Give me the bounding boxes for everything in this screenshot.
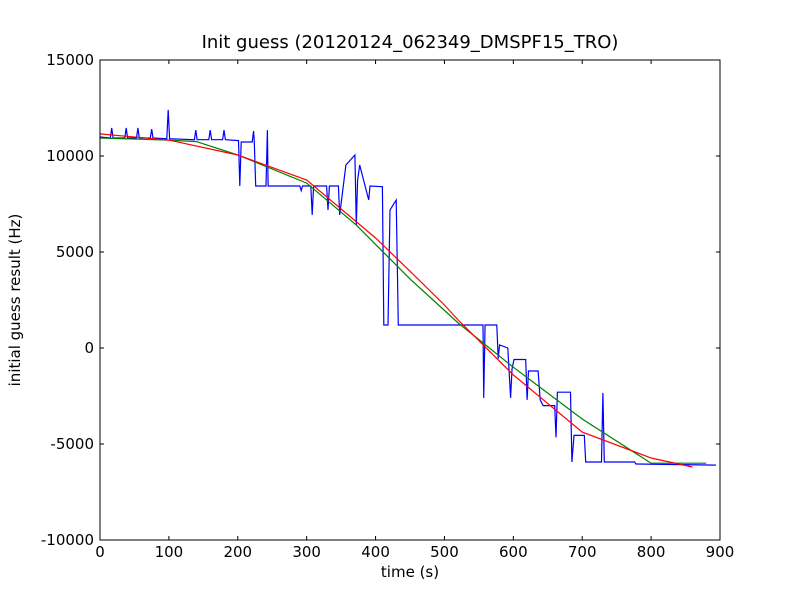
y-tick-label: 10000 (46, 147, 94, 165)
data-line (99, 137, 707, 464)
x-tick-label: 0 (95, 543, 105, 561)
y-tick-label: -10000 (41, 531, 94, 549)
x-tick-label: 600 (499, 543, 528, 561)
x-tick-label: 400 (361, 543, 390, 561)
y-tick-label: 0 (84, 339, 94, 357)
x-tick-label: 900 (706, 543, 735, 561)
x-tick-label: 300 (292, 543, 321, 561)
x-tick-label: 100 (155, 543, 184, 561)
data-line (99, 109, 716, 466)
x-axis-label: time (s) (381, 563, 439, 581)
x-tick-label: 500 (430, 543, 459, 561)
chart-title: Init guess (20120124_062349_DMSPF15_TRO) (202, 32, 619, 53)
data-line (99, 133, 693, 468)
y-tick-label: -5000 (50, 435, 94, 453)
x-tick-label: 700 (568, 543, 597, 561)
x-tick-label: 200 (223, 543, 252, 561)
y-axis-label: initial guess result (Hz) (6, 214, 24, 387)
y-tick-label: 5000 (56, 243, 94, 261)
plot-frame (99, 59, 721, 541)
x-tick-label: 800 (637, 543, 666, 561)
y-tick-label: 15000 (46, 51, 94, 69)
